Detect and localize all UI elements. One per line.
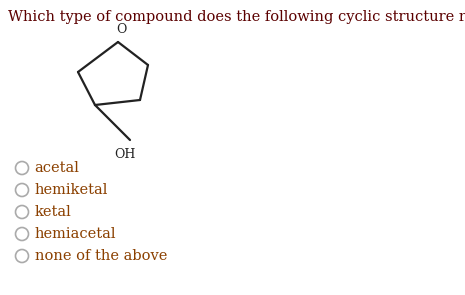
Text: none of the above: none of the above bbox=[34, 249, 167, 263]
Text: O: O bbox=[116, 23, 126, 36]
Text: hemiacetal: hemiacetal bbox=[34, 227, 116, 241]
Text: ketal: ketal bbox=[34, 205, 71, 219]
Text: hemiketal: hemiketal bbox=[34, 183, 108, 197]
Text: acetal: acetal bbox=[34, 161, 80, 175]
Text: OH: OH bbox=[114, 148, 136, 161]
Text: Which type of compound does the following cyclic structure represent?: Which type of compound does the followin… bbox=[8, 10, 465, 24]
